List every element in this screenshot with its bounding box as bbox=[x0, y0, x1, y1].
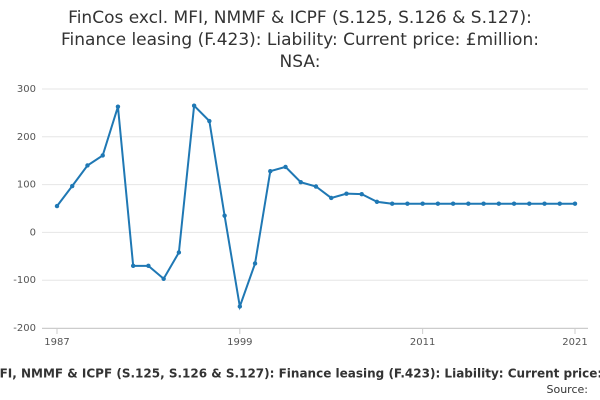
y-tick-label: -100 bbox=[13, 275, 36, 286]
chart-title: FinCos excl. MFI, NMMF & ICPF (S.125, S.… bbox=[68, 8, 532, 28]
series-line bbox=[56, 103, 575, 311]
data-point bbox=[527, 201, 532, 206]
data-point bbox=[161, 276, 166, 281]
data-point bbox=[466, 201, 471, 206]
data-point bbox=[283, 164, 288, 170]
y-tick-label: 0 bbox=[30, 227, 36, 238]
data-point bbox=[313, 184, 319, 189]
data-point bbox=[237, 304, 243, 309]
data-point bbox=[298, 180, 303, 185]
data-point bbox=[176, 250, 182, 255]
y-tick-label: -200 bbox=[13, 323, 36, 334]
data-point bbox=[557, 201, 562, 206]
data-point bbox=[222, 213, 227, 218]
x-tick-label: 1987 bbox=[44, 337, 69, 348]
data-point bbox=[496, 201, 502, 206]
data-point bbox=[435, 201, 441, 206]
data-point bbox=[542, 201, 547, 206]
chart-title: Finance leasing (F.423): Liability: Curr… bbox=[61, 30, 539, 50]
data-point bbox=[268, 169, 273, 174]
data-point bbox=[450, 201, 456, 206]
data-point bbox=[420, 201, 425, 206]
data-point bbox=[146, 263, 151, 269]
x-tick-label: 1999 bbox=[227, 337, 252, 348]
data-point bbox=[100, 153, 105, 158]
data-point bbox=[85, 163, 90, 168]
chart-title: NSA: bbox=[280, 52, 321, 72]
data-point bbox=[374, 199, 380, 205]
data-point bbox=[130, 263, 136, 269]
source: Source: bbox=[547, 383, 589, 396]
x-tick-label: 2021 bbox=[562, 337, 587, 348]
data-point bbox=[344, 191, 349, 196]
data-point bbox=[329, 195, 334, 201]
y-tick-label: 200 bbox=[17, 132, 36, 143]
data-point bbox=[405, 201, 410, 206]
y-tick-label: 300 bbox=[17, 84, 36, 95]
data-point bbox=[359, 191, 364, 197]
data-point bbox=[572, 201, 578, 206]
data-point bbox=[191, 103, 197, 108]
y-tick-label: 100 bbox=[17, 180, 36, 191]
data-point bbox=[70, 183, 75, 189]
data-point bbox=[115, 104, 121, 109]
data-point bbox=[481, 201, 486, 206]
data-point bbox=[207, 118, 212, 124]
data-point bbox=[511, 201, 517, 206]
data-point bbox=[54, 203, 60, 209]
data-point bbox=[252, 261, 258, 266]
legend-entry: FinCos excl. MFI, NMMF & ICPF (S.125, S.… bbox=[0, 367, 600, 381]
data-point bbox=[389, 201, 395, 206]
x-tick-label: 2011 bbox=[410, 337, 435, 348]
